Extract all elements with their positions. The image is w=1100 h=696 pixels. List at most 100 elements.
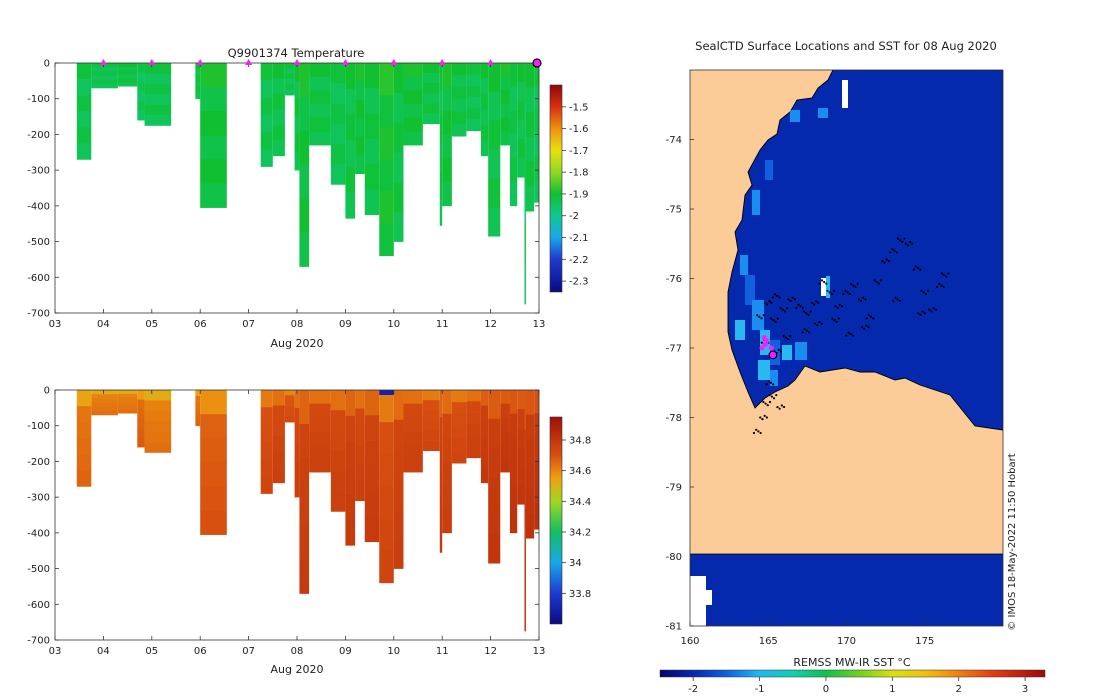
temperature-profiles [76, 63, 539, 305]
track-point [807, 313, 810, 316]
profile-cell [330, 103, 346, 125]
track-point [810, 301, 814, 304]
profile-cell [117, 393, 138, 399]
profile-cell [509, 390, 518, 415]
track-point [899, 239, 902, 242]
profile-cell [284, 411, 295, 418]
track-point [805, 312, 808, 315]
profile-cell [284, 395, 295, 402]
profile-cell [480, 436, 489, 453]
profile-cell [439, 471, 443, 499]
profile-cell [525, 513, 535, 539]
profile-cell [137, 82, 145, 92]
profile-cell [195, 74, 201, 82]
profile-cell [200, 87, 227, 112]
profile-cell [393, 509, 404, 540]
profile-cell [355, 63, 365, 82]
y-tick-label: -500 [27, 237, 50, 248]
profile-cell [117, 397, 138, 402]
profile-cell [393, 182, 404, 213]
track-point [909, 241, 912, 244]
temperature-panel: Q9901374 Temperature 03 04 05 06 07 08 09 10 11 1… [27, 46, 588, 350]
profile-cell [330, 410, 346, 431]
track-point [817, 301, 820, 304]
temperature-xlabel: Aug 2020 [271, 337, 324, 350]
track-point [880, 279, 883, 282]
profile-cell [439, 144, 443, 172]
track-point [781, 308, 784, 311]
track-point [777, 348, 780, 351]
lon-tick-label: 160 [680, 636, 699, 647]
profile-cell [294, 152, 300, 171]
track-point [891, 248, 894, 251]
profile-cell [422, 103, 440, 114]
x-tick-label: 07 [242, 646, 255, 657]
profile-cell [442, 485, 452, 510]
profile-cell [355, 99, 365, 119]
profile-cell [91, 402, 118, 407]
profile-cell [272, 405, 285, 422]
profile-cell [534, 413, 539, 437]
profile-cell [364, 415, 380, 441]
track-point [906, 244, 910, 247]
track-point [830, 292, 834, 296]
colorbar-tick-label: -2.1 [569, 233, 589, 244]
profile-cell [137, 91, 145, 102]
profile-cell [299, 525, 310, 560]
profile-cell [91, 410, 118, 416]
profile-cell [200, 438, 227, 463]
y-tick-label: -600 [27, 600, 50, 611]
track-point [772, 397, 776, 400]
profile-cell [76, 79, 92, 96]
track-point [772, 319, 775, 322]
profile-cell [76, 390, 92, 407]
profile-cell [488, 207, 501, 237]
track-point [789, 334, 792, 338]
sst-map-panel: SealCTD Surface Locations and SST for 08… [659, 39, 1046, 695]
track-point [778, 296, 781, 299]
track-point [803, 327, 806, 331]
sst-tick-label: 0 [823, 684, 829, 695]
colorbar-tick-label: -1.9 [569, 189, 589, 200]
surface-location-marker [761, 335, 767, 341]
colorbar-tick-label: -2.3 [569, 277, 589, 288]
profile-cell [517, 485, 525, 505]
profile-cell [517, 409, 525, 429]
profile-cell [137, 428, 145, 438]
profile-cell [524, 183, 526, 225]
profile-cell [91, 394, 118, 399]
track-point [846, 291, 849, 294]
profile-cell [299, 559, 310, 594]
track-point [782, 405, 786, 409]
profile-cell [330, 164, 346, 185]
track-point [828, 291, 831, 294]
track-point [934, 308, 937, 311]
track-point [945, 275, 948, 278]
profile-cell [91, 390, 118, 395]
profile-cell [451, 111, 467, 125]
profile-cell [439, 498, 443, 526]
track-point [896, 298, 899, 301]
track-point [786, 307, 789, 310]
track-point [889, 251, 892, 254]
profile-cell [466, 412, 481, 425]
profile-cell [488, 534, 501, 564]
profile-cell [509, 485, 518, 510]
y-tick-label: 0 [44, 386, 50, 397]
track-point [896, 237, 900, 240]
profile-cell [294, 63, 300, 82]
colorbar-tick-label: 34.2 [569, 528, 591, 539]
track-point [825, 282, 828, 285]
latest-profile-marker [532, 58, 542, 68]
profile-cell [294, 80, 300, 100]
profile-cell [200, 462, 227, 487]
track-point [789, 299, 792, 303]
profile-cell [509, 413, 518, 438]
profile-cell [284, 390, 295, 396]
profile-cell [500, 131, 510, 146]
track-point [755, 428, 758, 431]
salinity-x-ticks: 03 04 05 06 07 08 09 10 11 12 13 [49, 390, 545, 657]
track-point [922, 291, 925, 294]
profile-cell [91, 75, 118, 80]
